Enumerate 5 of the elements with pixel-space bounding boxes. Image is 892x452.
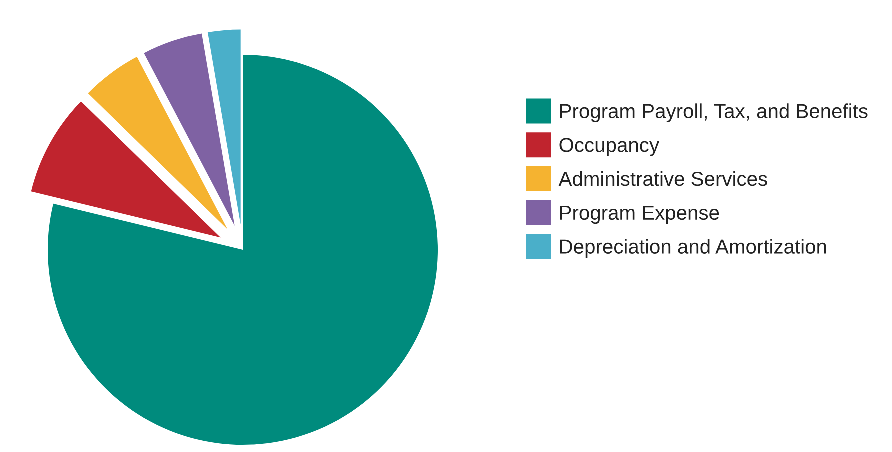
legend-label: Program Expense (560, 206, 720, 224)
legend-label: Administrative Services (558, 171, 768, 186)
legend-label: Depreciation and Amortization (560, 239, 826, 258)
legend-label: Program Payroll, Tax, and Benefits (560, 104, 868, 122)
legend-label: Occupancy (560, 138, 660, 156)
